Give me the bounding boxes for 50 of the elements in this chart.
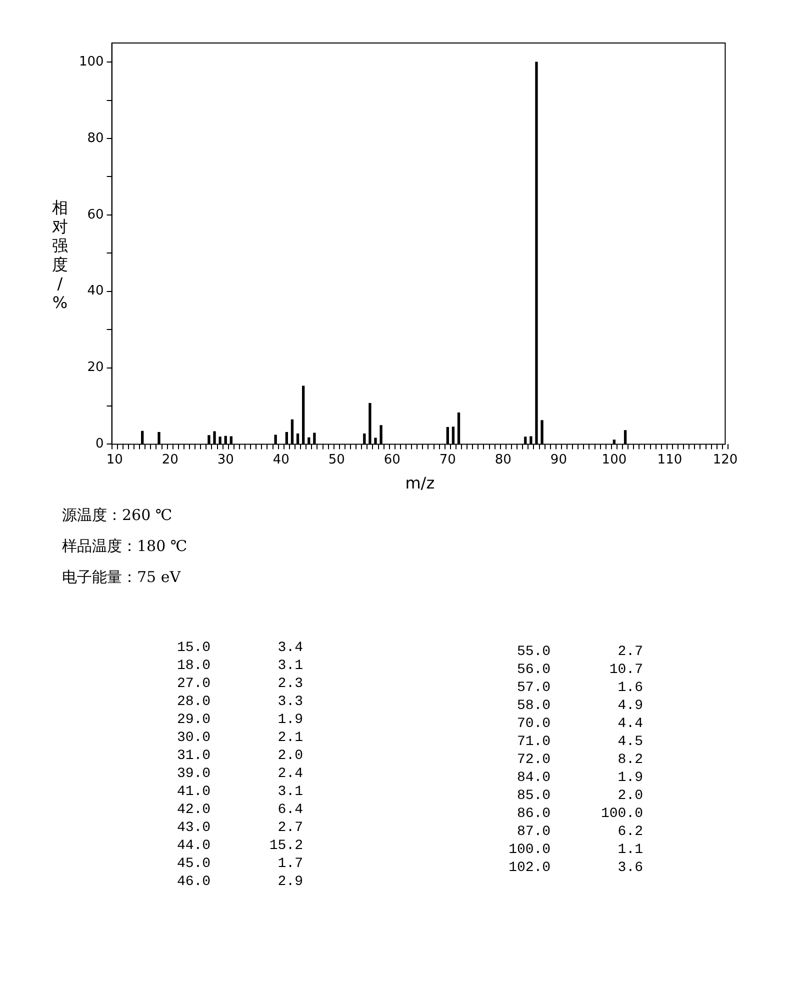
x-tick-label: 60: [384, 452, 400, 468]
y-tick-label: 40: [87, 284, 104, 299]
text: 31.0 2.0: [176, 747, 303, 765]
text: 100.0 1.1: [508, 841, 643, 859]
x-tick-label: 80: [494, 452, 512, 468]
x-tick-label: 70: [439, 452, 456, 468]
text: 56.0 10.7: [516, 661, 643, 679]
text: 18.0 3.1: [176, 657, 303, 675]
x-tick-label: 90: [550, 452, 567, 468]
y-tick-label: 20: [87, 360, 104, 376]
text: 27.0 2.3: [176, 675, 303, 693]
text: 72.0 8.2: [516, 751, 643, 769]
x-tick-label: 20: [162, 452, 178, 468]
text: 46.0 2.9: [176, 873, 303, 891]
text: 58.0 4.9: [516, 697, 643, 715]
text: 86.0 100.0: [516, 805, 643, 823]
y-tick-label: 80: [87, 130, 104, 146]
x-tick-label: 110: [657, 452, 682, 468]
text: 85.0 2.0: [516, 787, 643, 805]
text: 57.0 1.6: [516, 679, 643, 697]
text: 15.0 3.4: [176, 639, 303, 657]
x-tick-label: 50: [328, 452, 345, 468]
x-tick-label: 100: [602, 452, 627, 468]
text: 45.0 1.7: [176, 855, 303, 873]
text: 41.0 3.1: [176, 783, 303, 801]
text: 39.0 2.4: [176, 765, 303, 783]
x-tick-label: 10: [106, 452, 123, 468]
x-tick-label: 40: [272, 452, 290, 468]
text: 43.0 2.7: [176, 819, 303, 837]
text: 71.0 4.5: [516, 733, 643, 751]
y-tick-label: 60: [87, 207, 104, 222]
y-tick-label: 0: [96, 436, 104, 452]
text: 28.0 3.3: [176, 693, 303, 711]
text: 44.0 15.2: [176, 837, 303, 855]
y-tick-label: 100: [78, 54, 104, 70]
text: 30.0 2.1: [176, 729, 303, 747]
text: 电子能量：75 eV: [62, 568, 182, 588]
text: 29.0 1.9: [176, 711, 303, 729]
y-axis-title: 相对强度/%: [51, 198, 69, 312]
x-tick-label: 120: [712, 452, 738, 468]
text: 42.0 6.4: [176, 801, 303, 819]
text: 102.0 3.6: [508, 859, 643, 877]
x-tick-label: 30: [217, 452, 234, 468]
text: 55.0 2.7: [516, 643, 643, 661]
text: 87.0 6.2: [516, 823, 643, 841]
text: 样品温度：180 ℃: [62, 537, 188, 557]
text: 84.0 1.9: [516, 769, 643, 787]
text: 源温度：260 ℃: [62, 506, 174, 526]
text: 70.0 4.4: [516, 715, 643, 733]
x-axis-title: m/z: [405, 474, 435, 493]
